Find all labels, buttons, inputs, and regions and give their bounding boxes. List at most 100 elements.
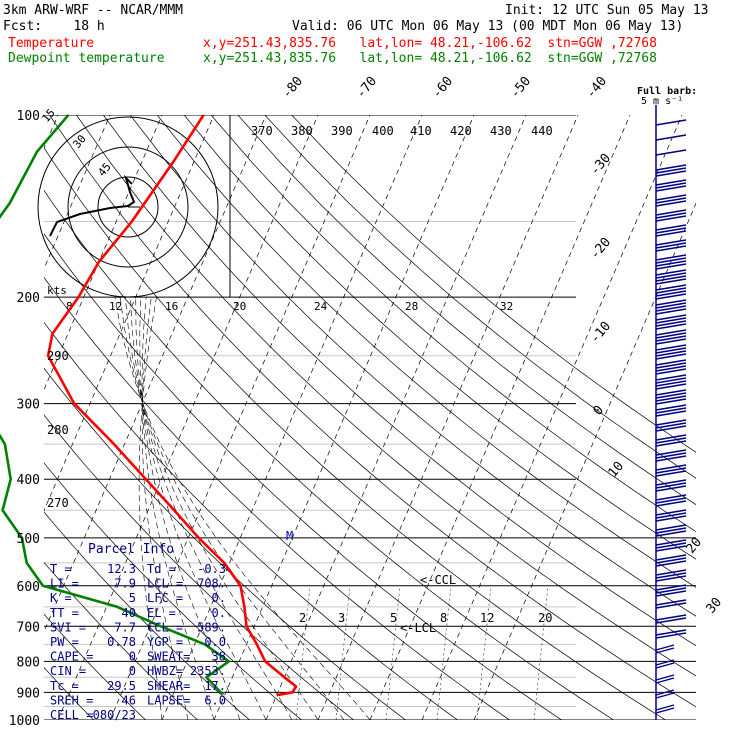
dry-adiabat-line [44,462,302,720]
dry-adiabat-line [44,189,614,720]
wind-barb [655,368,687,375]
parcel-label: CIN = [50,664,86,678]
moist-adiabat-line [141,297,215,720]
ccl-marker: <-CCL [420,573,456,587]
parcel-value: 12.3 [107,562,136,576]
wind-barb [655,302,687,309]
isotherm-line [369,115,631,720]
isotherm-label: 0 [591,403,608,419]
wind-barb [655,614,687,621]
isotherm-label: -60 [430,74,457,102]
moist-adiabat-line [130,297,293,720]
wind-barb [655,260,687,267]
wind-barb [655,470,687,477]
moist-adiabat-line [114,297,371,720]
wind-barb [655,263,687,270]
dry-adiabat-line [44,667,94,720]
parcel-value: 46 [122,693,136,707]
isotherm-line [473,202,696,720]
mixing-ratio-line [476,585,492,720]
wind-barb [655,197,687,204]
wind-barb [655,674,675,681]
dry-adiabat-line [291,115,696,453]
wind-barb [655,194,687,201]
wind-barb [655,350,687,357]
wind-key-title: Full barb: [637,86,698,97]
parcel-value: 6.0 [204,693,226,707]
dry-adiabat-line [44,511,250,720]
wind-barb [655,515,687,522]
wind-barb [655,320,687,327]
legend-temperature-info: x,y=251.43,835.76 lat,lon= 48.21,-106.62… [203,36,657,51]
pressure-label: 400 [17,473,40,488]
pressure-label: 900 [17,686,40,701]
wind-barb [655,572,687,579]
parcel-value: 2353. [190,664,226,678]
isotherm-line [109,115,371,720]
wind-barb [655,272,687,279]
wind-barb [655,434,687,441]
mixing-ratio-label: 8 [440,611,447,625]
isotherm-line [44,115,267,633]
parcel-value: 0. [212,591,226,605]
mixing-ratio-line [436,585,452,720]
parcel-label: CAPE = [50,650,93,664]
wind-barb [655,227,687,234]
theta-label: 370 [251,124,273,138]
parcel-value: 29.5 [107,679,136,693]
wind-barb [655,383,687,390]
wind-barb [655,284,687,291]
theta-label: 290 [47,349,69,363]
moist-adiabat-line [139,297,241,720]
wind-barb [655,398,687,405]
theta-label: 430 [490,124,512,138]
parcel-value: 708. [197,577,226,591]
profile-series [0,114,298,697]
parcel-value: 40 [122,606,136,620]
hodograph-speed-label: 20 [233,300,246,313]
wind-barb [655,344,687,351]
diagram-background-lines [44,115,696,720]
dry-adiabat-line [44,147,666,720]
pressure-label: 700 [17,620,40,635]
wind-barb [655,539,687,546]
wind-barb [655,215,687,222]
wind-barb [655,299,687,306]
pressure-label: 500 [17,532,40,547]
wind-barb [655,245,687,252]
dry-adiabat-line [44,367,406,720]
wind-barb [655,497,687,504]
parcel-value: 5 [129,591,136,605]
parcel-label: K = [50,591,72,605]
lcl-marker: <-LCL [400,621,436,635]
theta-label: 410 [410,124,432,138]
isotherm-label: -70 [354,74,381,102]
wind-barb [655,380,687,387]
isotherm-line [317,115,579,720]
wind-barb [655,659,675,666]
wind-barb [655,287,687,294]
wind-barbs [655,105,687,720]
wind-barb [655,359,687,366]
wind-barb [655,692,675,699]
wind-barb [655,509,687,516]
wind-barb [655,632,687,639]
wind-barb [655,353,687,360]
parcel-label: SWEAT= [147,650,190,664]
parcel-label: T = [50,562,72,576]
wind-barb [655,545,687,552]
theta-label: 400 [372,124,394,138]
dry-adiabat-line [44,613,146,720]
wind-barb [655,587,687,594]
parcel-label: TT = [50,606,79,620]
wind-barb [655,527,687,534]
mixing-ratio-label: 5 [390,611,397,625]
hodograph-ring [97,176,159,238]
wind-barb [655,494,687,501]
isotherm-label: -20 [588,235,615,263]
isotherm-line [57,115,319,720]
dry-adiabat-line [76,115,696,677]
mixing-ratio-label: 3 [338,611,345,625]
theta-label: 440 [531,124,553,138]
wind-barb [655,395,687,402]
